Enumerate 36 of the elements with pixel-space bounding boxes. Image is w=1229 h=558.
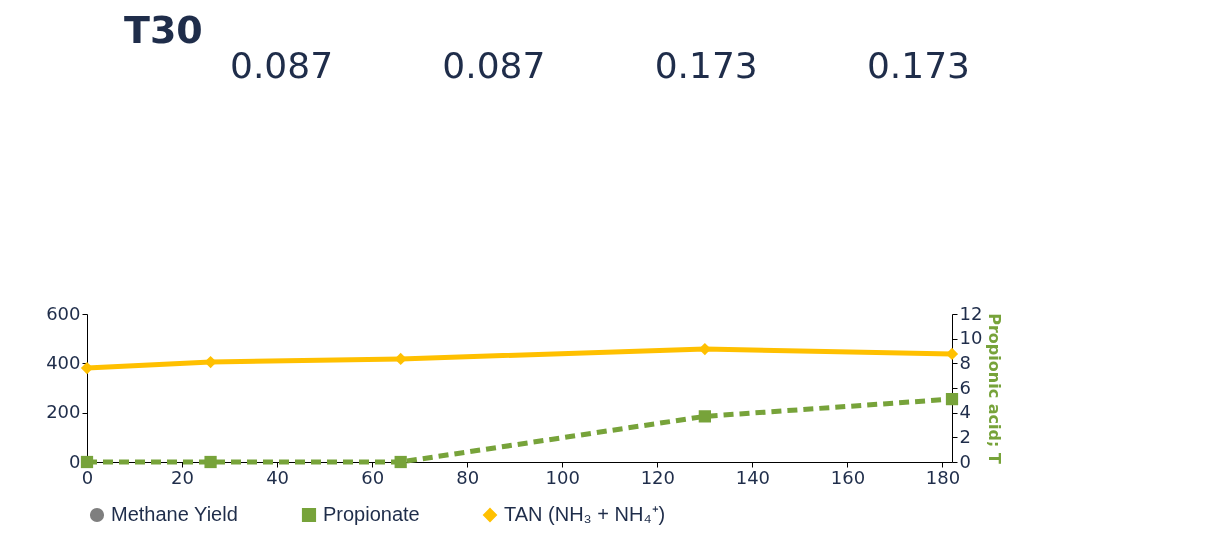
y-tick-label: 400 xyxy=(46,351,81,373)
point xyxy=(80,455,94,469)
y2-tick-label: 4 xyxy=(959,401,971,423)
x-tick-label: 80 xyxy=(456,466,480,488)
point xyxy=(204,355,217,369)
x-tick-label: 100 xyxy=(545,466,580,488)
text: 0.087 xyxy=(230,45,334,86)
y2-tick-label: 10 xyxy=(959,327,983,349)
y-tick-label: 600 xyxy=(46,302,81,324)
y-tick-label: 0 xyxy=(69,450,81,472)
x-tick-label: 180 xyxy=(925,466,961,488)
legend-label: Propionate xyxy=(323,503,420,525)
point xyxy=(698,410,711,423)
x-tick-label: 40 xyxy=(266,466,290,488)
legend-label: TAN (NH₃ + NH₄⁺) xyxy=(504,503,666,525)
point xyxy=(394,352,407,366)
x-tick-label: 120 xyxy=(640,466,676,488)
y2-tick-label: 2 xyxy=(959,425,971,447)
y2-tick-label: 12 xyxy=(959,302,983,324)
point xyxy=(945,392,959,406)
x-tick-label: 20 xyxy=(171,466,195,488)
legend-label: Methane Yield xyxy=(111,503,238,525)
y2-tick-label: 8 xyxy=(959,351,971,373)
point xyxy=(394,455,407,469)
text: 0.087 xyxy=(442,45,546,86)
x-tick-label: 60 xyxy=(361,466,385,488)
text: 0.173 xyxy=(654,45,758,86)
y2-axis-title: Propionic acid; T xyxy=(985,313,1005,464)
point xyxy=(204,455,217,469)
x-tick-label: 160 xyxy=(830,466,866,488)
y2-tick-label: 0 xyxy=(959,450,971,472)
text: 0.173 xyxy=(866,45,970,86)
x-tick-label: 140 xyxy=(735,466,771,488)
y2-tick-label: 6 xyxy=(959,376,971,398)
y-tick-label: 200 xyxy=(46,401,81,423)
chart-title: T30 xyxy=(124,8,203,52)
